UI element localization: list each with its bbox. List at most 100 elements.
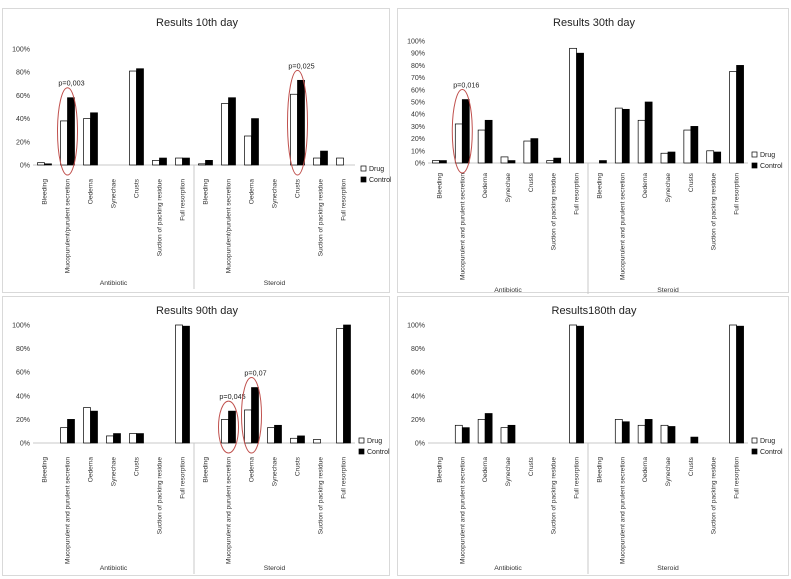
bar-drug-antibiotic-crusts [129,433,137,444]
y-tick-label: 40% [16,116,30,123]
bar-drug-antibiotic-full-resorption [569,324,577,444]
legend-swatch-drug [360,165,367,172]
chart-10th-day: Results 10th day 0% 20% 40% 60% 80% 100% Bleedi… [12,17,391,289]
category-label: Synechae [272,179,279,209]
bar-drug-steroid-synechae [267,427,275,444]
bar-drug-steroid-crusts [290,437,298,444]
bar-drug-antibiotic-synechae [106,435,114,444]
category-label: Synechae [665,173,672,203]
category-label: Oedema [642,457,649,483]
category-label: Synechae [111,179,118,209]
bar-drug-steroid-full-resorption [336,328,344,444]
y-tick-label: 80% [411,63,425,70]
bar-control-antibiotic-suction-of-packing-residue [159,157,167,166]
legend-label-control: Control [760,163,783,170]
group-label-antibiotic: Antibiotic [100,280,128,287]
bar-control-steroid-oedema [644,101,653,164]
bar-control-antibiotic-full-resorption [576,325,584,444]
significance-ellipse [287,69,308,176]
chart-panel-90th-day: Results 90th day 0% 20% 40% 60% 80% 100% Bleedi… [2,296,390,576]
bar-drug-steroid-mucopurulent-and-purulent-secretion [221,419,229,444]
bar-drug-antibiotic-oedema [477,129,486,164]
y-tick-label: 100% [12,47,30,54]
category-label: Mucopurulent and purulent secretion [226,457,233,564]
y-tick-label: 70% [411,75,425,82]
category-label: Suction of packing residue [157,457,164,535]
bar-drug-antibiotic-suction-of-packing-residue [546,160,555,164]
chart-panel-10th-day: Results 10th day 0% 20% 40% 60% 80% 100% Bleedi… [2,8,391,293]
category-label: Full resorption [341,457,348,499]
significance-ellipse [57,87,78,176]
category-label: Suction of packing residue [551,173,558,251]
bar-control-antibiotic-oedema [90,112,98,166]
bar-control-steroid-full-resorption [343,324,351,444]
group-label-steroid: Steroid [264,565,286,572]
y-tick-label: 60% [16,370,30,377]
bar-drug-antibiotic-bleeding [37,162,45,166]
category-label: Oedema [642,173,649,199]
bar-drug-steroid-oedema [637,424,646,444]
chart-title: Results180th day [552,305,637,317]
chart-title: Results 90th day [156,305,238,317]
bar-drug-antibiotic-synechae [500,427,509,444]
bar-drug-antibiotic-full-resorption [175,324,183,444]
bar-control-steroid-mucopurulent-purulent-secretion [228,97,236,166]
bar-control-steroid-full-resorption [736,325,744,444]
category-label: Synechae [665,457,672,487]
category-label: Suction of packing residue [711,173,718,251]
category-label: Full resorption [574,173,581,215]
category-label: Bleeding [203,457,210,483]
bar-drug-steroid-full-resorption [336,157,344,166]
category-label: Oedema [249,179,256,205]
y-tick-label: 60% [411,370,425,377]
y-tick-label: 40% [16,393,30,400]
category-label: Bleeding [42,179,49,205]
bar-control-steroid-oedema [644,419,653,444]
category-label: Crusts [134,456,141,476]
y-tick-label: 60% [411,87,425,94]
bar-drug-steroid-suction-of-packing-residue [706,150,715,164]
bar-control-antibiotic-crusts [136,433,144,444]
category-label: Mucopurulent/purulent secretion [65,179,72,274]
bar-control-antibiotic-full-resorption [182,157,190,166]
category-label: Suction of packing residue [551,457,558,535]
bar-control-antibiotic-oedema [484,413,493,444]
significance-ellipse [451,89,473,174]
bar-control-steroid-bleeding [205,160,213,166]
category-label: Mucopurulent and purulent secretion [619,457,626,564]
bar-control-antibiotic-oedema [90,410,98,444]
bar-drug-steroid-oedema [244,409,252,444]
bar-control-steroid-synechae [667,151,676,164]
bar-control-antibiotic-mucopurulent-and-purulent-secretion [461,99,470,164]
bar-drug-antibiotic-synechae [500,156,509,164]
category-label: Bleeding [436,173,443,199]
category-label: Mucopurulent/purulent secretion [226,179,233,274]
bar-drug-steroid-oedema [244,135,252,166]
bar-control-antibiotic-full-resorption [182,325,190,444]
category-label: Suction of packing residue [711,457,718,535]
category-label: Full resorption [180,179,187,221]
bar-drug-antibiotic-suction-of-packing-residue [152,160,160,166]
y-tick-label: 0% [415,161,425,168]
legend-label-drug: Drug [760,152,775,159]
bar-drug-steroid-mucopurulent-and-purulent-secretion [614,107,623,164]
category-label: Crusts [688,172,695,192]
bar-drug-steroid-bleeding [198,163,206,166]
y-tick-label: 100% [407,39,425,46]
category-label: Synechae [505,173,512,203]
bar-control-antibiotic-mucopurulent-and-purulent-secretion [67,419,75,444]
bar-control-antibiotic-mucopurulent-purulent-secretion [67,97,75,166]
legend-label-control: Control [367,449,390,456]
category-label: Synechae [272,457,279,487]
p-value-annotation: p=0,016 [453,81,479,90]
p-value-annotation: p=0,025 [288,61,314,70]
legend-swatch-control [751,448,758,455]
y-tick-label: 80% [16,70,30,77]
category-label: Full resorption [734,457,741,499]
category-label: Full resorption [734,173,741,215]
category-label: Crusts [295,178,302,198]
group-label-antibiotic: Antibiotic [100,565,128,572]
p-value-annotation: p=0,045 [219,392,245,401]
y-tick-label: 20% [411,136,425,143]
y-tick-label: 90% [411,51,425,58]
